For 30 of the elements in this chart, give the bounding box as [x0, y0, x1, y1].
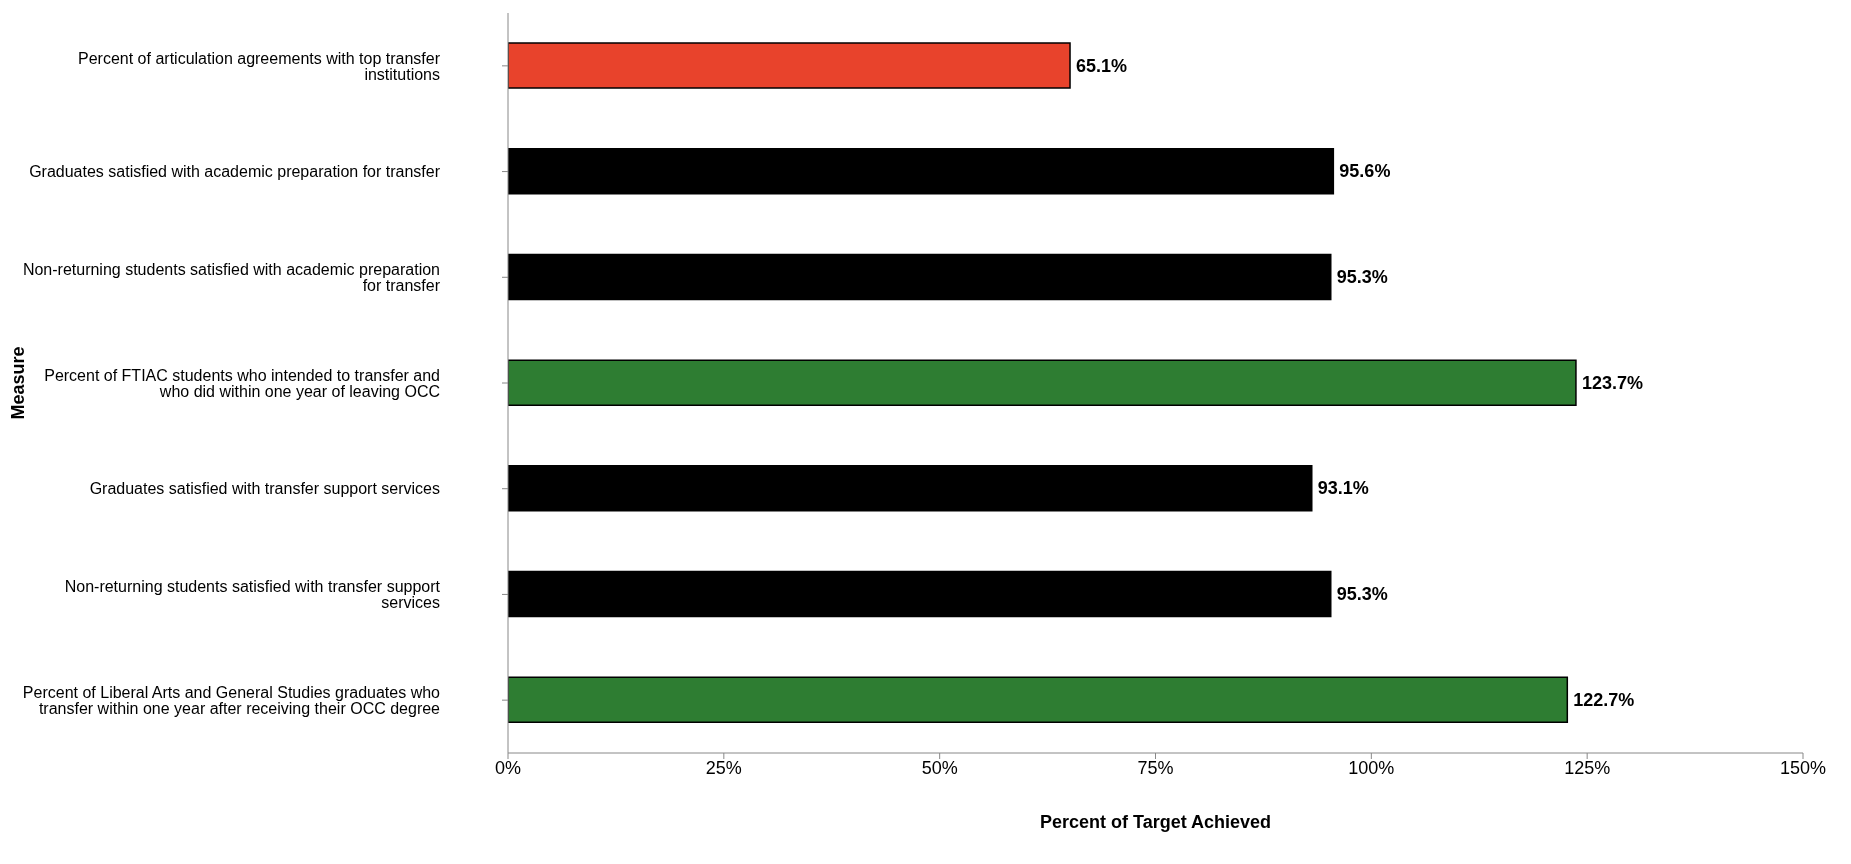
- x-tick-label: 75%: [1137, 757, 1174, 778]
- data-label: 65.1%: [1076, 55, 1128, 76]
- x-tick-label: 50%: [921, 757, 958, 778]
- x-tick-label: 150%: [1779, 757, 1827, 778]
- bar: [508, 359, 1577, 406]
- x-axis-title: Percent of Target Achieved: [1039, 812, 1272, 832]
- y-tick-label: Percent of Liberal Arts and General Studies graduates who transfer within one year after receiving their OCC degree: [22, 683, 441, 717]
- data-label: 95.3%: [1336, 584, 1388, 605]
- data-label: 95.3%: [1336, 266, 1388, 287]
- y-axis-title: Measure: [8, 346, 29, 420]
- x-tick-label: 0%: [494, 757, 522, 778]
- y-tick-label: Percent of FTIAC students who intended to transfer and who did within one year of leaving OCC: [44, 366, 440, 400]
- y-tick-label: Graduates satisfied with academic preparation for transfer: [29, 163, 441, 181]
- data-label: 123.7%: [1581, 372, 1644, 393]
- y-tick-label: Graduates satisfied with transfer support services: [89, 480, 440, 498]
- x-tick-label: 125%: [1564, 757, 1611, 778]
- y-tick-label: Non-returning students satisfied with academic preparation for transfer: [22, 260, 441, 294]
- data-label: 95.6%: [1339, 161, 1391, 182]
- bar: [508, 42, 1071, 89]
- bar: [508, 253, 1332, 301]
- bar: [508, 465, 1313, 512]
- bar: [508, 147, 1335, 195]
- bar: [508, 676, 1569, 724]
- y-tick-label: Non-returning students satisfied with transfer support services: [64, 578, 441, 612]
- data-label: 93.1%: [1317, 478, 1369, 499]
- y-tick-label: Percent of articulation agreements with top transfer institutions: [78, 49, 441, 83]
- x-tick-label: 100%: [1348, 757, 1395, 778]
- x-tick-label: 25%: [705, 757, 742, 778]
- bar: [508, 570, 1332, 618]
- data-label: 122.7%: [1573, 689, 1635, 710]
